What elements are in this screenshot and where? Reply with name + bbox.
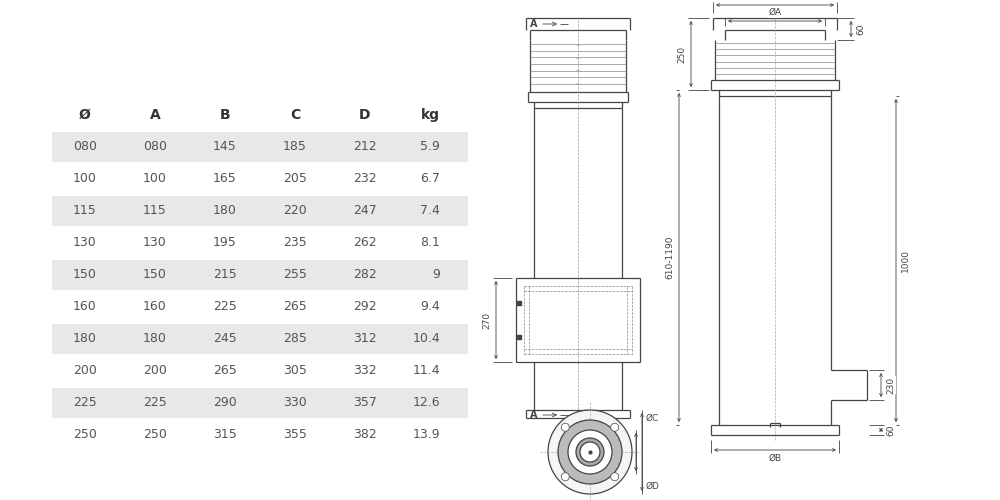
Text: 270: 270 [482,312,491,328]
Text: 357: 357 [353,396,377,409]
Text: 212: 212 [353,140,377,153]
Text: 330: 330 [283,396,307,409]
Text: kg: kg [421,108,440,122]
Text: 250: 250 [677,46,686,62]
FancyBboxPatch shape [52,324,468,354]
Text: 60: 60 [886,424,895,436]
Text: 312: 312 [353,332,377,345]
Text: 9: 9 [432,268,440,281]
Text: 165: 165 [213,172,237,186]
Text: 285: 285 [283,332,307,345]
Text: A: A [530,19,538,29]
Circle shape [558,420,622,484]
Text: ØD: ØD [646,482,660,490]
Circle shape [611,424,619,432]
Text: 355: 355 [283,428,307,442]
Text: 200: 200 [73,364,97,378]
Text: 080: 080 [143,140,167,153]
Text: 235: 235 [283,236,307,250]
Circle shape [611,472,619,480]
Text: 130: 130 [143,236,167,250]
Text: 332: 332 [353,364,377,378]
Text: 185: 185 [283,140,307,153]
Text: 9.4: 9.4 [420,300,440,314]
Text: 305: 305 [283,364,307,378]
Text: 232: 232 [353,172,377,186]
Text: 8.1: 8.1 [420,236,440,250]
Text: 100: 100 [73,172,97,186]
Text: 13.9: 13.9 [412,428,440,442]
Text: A: A [150,108,160,122]
Text: 610-1190: 610-1190 [665,236,674,279]
Text: 215: 215 [213,268,237,281]
Text: 220: 220 [283,204,307,218]
Text: C: C [290,108,300,122]
Text: 10.4: 10.4 [412,332,440,345]
Text: 200: 200 [143,364,167,378]
Text: 225: 225 [213,300,237,314]
FancyBboxPatch shape [52,196,468,226]
Text: 60: 60 [856,23,865,35]
Text: D: D [359,108,371,122]
Text: ØC: ØC [646,414,659,422]
Circle shape [561,472,569,480]
Text: 290: 290 [213,396,237,409]
Text: 5.9: 5.9 [420,140,440,153]
Text: 145: 145 [213,140,237,153]
Text: 282: 282 [353,268,377,281]
Text: 292: 292 [353,300,377,314]
Text: 225: 225 [73,396,97,409]
Text: 265: 265 [283,300,307,314]
Text: Ø: Ø [79,108,91,122]
Text: 315: 315 [213,428,237,442]
Text: 11.4: 11.4 [412,364,440,378]
Text: B: B [220,108,230,122]
Circle shape [568,430,612,474]
Text: 250: 250 [73,428,97,442]
FancyBboxPatch shape [52,260,468,290]
Text: ØA: ØA [768,8,782,17]
Text: 100: 100 [143,172,167,186]
Text: 160: 160 [73,300,97,314]
Text: 230: 230 [886,376,895,394]
Text: 080: 080 [73,140,97,153]
Text: 6.7: 6.7 [420,172,440,186]
Circle shape [576,438,604,466]
FancyBboxPatch shape [52,388,468,418]
Text: 130: 130 [73,236,97,250]
Text: 247: 247 [353,204,377,218]
Text: 195: 195 [213,236,237,250]
Text: 160: 160 [143,300,167,314]
Text: 150: 150 [143,268,167,281]
Text: ØB: ØB [768,0,782,1]
Text: 115: 115 [143,204,167,218]
Text: 150: 150 [73,268,97,281]
Text: 245: 245 [213,332,237,345]
Text: 255: 255 [283,268,307,281]
Circle shape [561,424,569,432]
Circle shape [548,410,632,494]
Circle shape [580,442,600,462]
FancyBboxPatch shape [52,132,468,162]
Text: 262: 262 [353,236,377,250]
Text: 180: 180 [143,332,167,345]
Text: 180: 180 [73,332,97,345]
Text: 225: 225 [143,396,167,409]
Text: 12.6: 12.6 [412,396,440,409]
Text: A: A [530,410,538,420]
Text: 250: 250 [143,428,167,442]
Text: 115: 115 [73,204,97,218]
Text: 382: 382 [353,428,377,442]
Text: 1000: 1000 [901,249,910,272]
Text: 7.4: 7.4 [420,204,440,218]
Text: 180: 180 [213,204,237,218]
Text: 205: 205 [283,172,307,186]
Text: ØB: ØB [768,454,782,463]
Text: 265: 265 [213,364,237,378]
